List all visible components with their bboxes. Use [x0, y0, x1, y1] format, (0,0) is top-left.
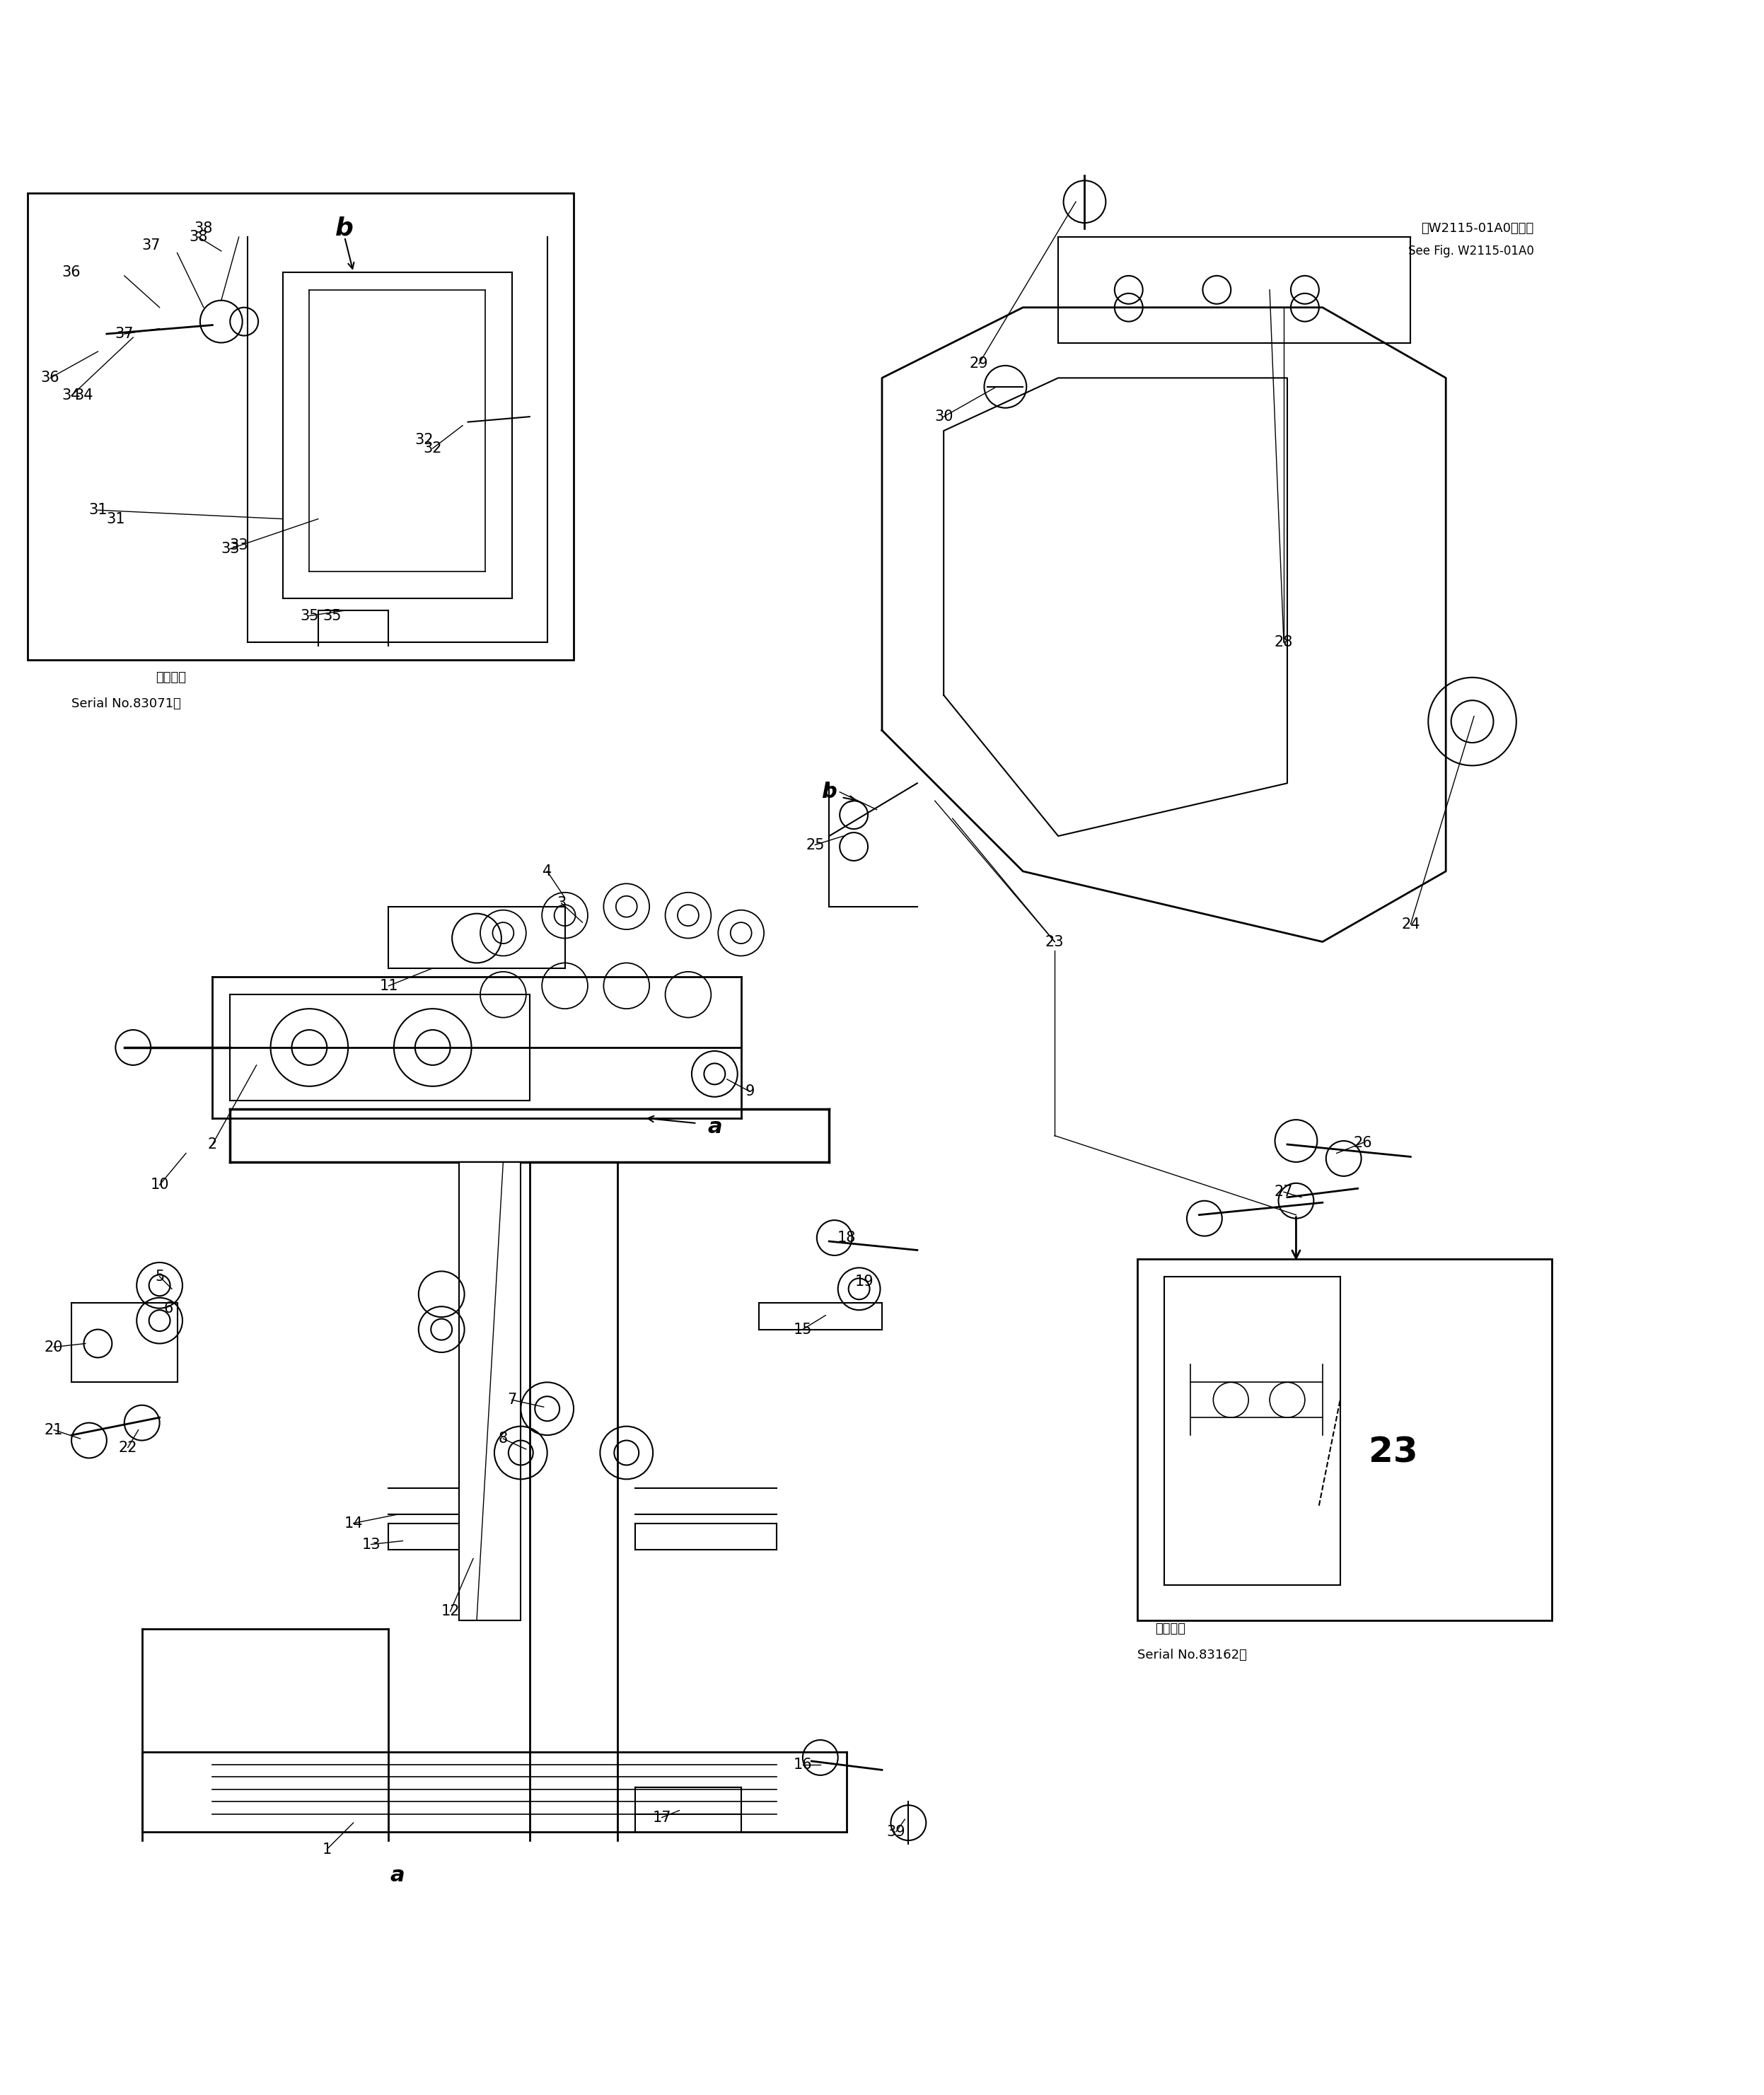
Text: 33: 33	[220, 543, 240, 555]
Text: 5: 5	[155, 1270, 164, 1284]
Bar	[28, 193, 573, 660]
Text: 25: 25	[806, 838, 824, 853]
Text: a: a	[390, 1865, 404, 1885]
Text: 37: 37	[115, 327, 134, 341]
Text: 37: 37	[141, 239, 161, 253]
Text: 23: 23	[1046, 934, 1064, 949]
Text: 13: 13	[362, 1538, 381, 1552]
Text: 30: 30	[935, 411, 953, 423]
Text: 18: 18	[838, 1230, 856, 1244]
Text: See Fig. W2115-01A0: See Fig. W2115-01A0	[1408, 245, 1535, 258]
Text: Serial No.83071～: Serial No.83071～	[72, 698, 182, 710]
Text: 36: 36	[62, 266, 81, 279]
Text: Serial No.83162～: Serial No.83162～	[1138, 1649, 1247, 1661]
Text: 31: 31	[88, 503, 108, 517]
Text: 12: 12	[441, 1605, 460, 1619]
Text: 17: 17	[653, 1810, 670, 1825]
Text: b: b	[822, 781, 836, 802]
Text: 適用号機: 適用号機	[155, 670, 187, 683]
Text: 9: 9	[744, 1085, 755, 1098]
Text: 20: 20	[44, 1341, 64, 1353]
Text: 4: 4	[543, 865, 552, 878]
Text: 35: 35	[300, 610, 319, 622]
Text: 11: 11	[379, 978, 399, 993]
Text: 1: 1	[323, 1842, 332, 1856]
Text: 16: 16	[794, 1758, 811, 1772]
Text: 適用号機: 適用号機	[1155, 1624, 1185, 1636]
Text: 38: 38	[194, 222, 213, 235]
Text: 第W2115-01A0図参照: 第W2115-01A0図参照	[1422, 222, 1535, 235]
Text: 15: 15	[794, 1322, 811, 1337]
Text: 33: 33	[229, 538, 249, 553]
Text: 7: 7	[508, 1393, 517, 1408]
Text: 2: 2	[208, 1138, 217, 1152]
Text: 36: 36	[41, 371, 60, 385]
Text: 21: 21	[44, 1423, 64, 1437]
Text: 28: 28	[1274, 635, 1293, 649]
Bar	[459, 1163, 520, 1619]
Text: 14: 14	[344, 1517, 363, 1529]
Text: 39: 39	[887, 1825, 905, 1839]
Text: 8: 8	[499, 1431, 508, 1446]
Text: 32: 32	[415, 432, 434, 446]
Text: 38: 38	[189, 230, 208, 243]
Bar	[1138, 1259, 1552, 1619]
Text: 35: 35	[323, 610, 342, 622]
Text: b: b	[335, 216, 355, 241]
Text: 29: 29	[970, 356, 988, 371]
Text: 27: 27	[1274, 1186, 1293, 1198]
Text: 3: 3	[557, 897, 566, 909]
Text: 32: 32	[423, 442, 443, 455]
Text: a: a	[707, 1117, 721, 1138]
Text: 6: 6	[164, 1301, 173, 1316]
Text: 10: 10	[150, 1177, 169, 1192]
Text: 31: 31	[106, 511, 125, 526]
Text: 19: 19	[856, 1274, 873, 1288]
Text: 34: 34	[62, 388, 81, 402]
Text: 22: 22	[118, 1441, 138, 1454]
Text: 24: 24	[1401, 918, 1420, 932]
Text: 34: 34	[74, 388, 93, 402]
Text: 26: 26	[1353, 1135, 1372, 1150]
Text: 23: 23	[1369, 1435, 1418, 1471]
